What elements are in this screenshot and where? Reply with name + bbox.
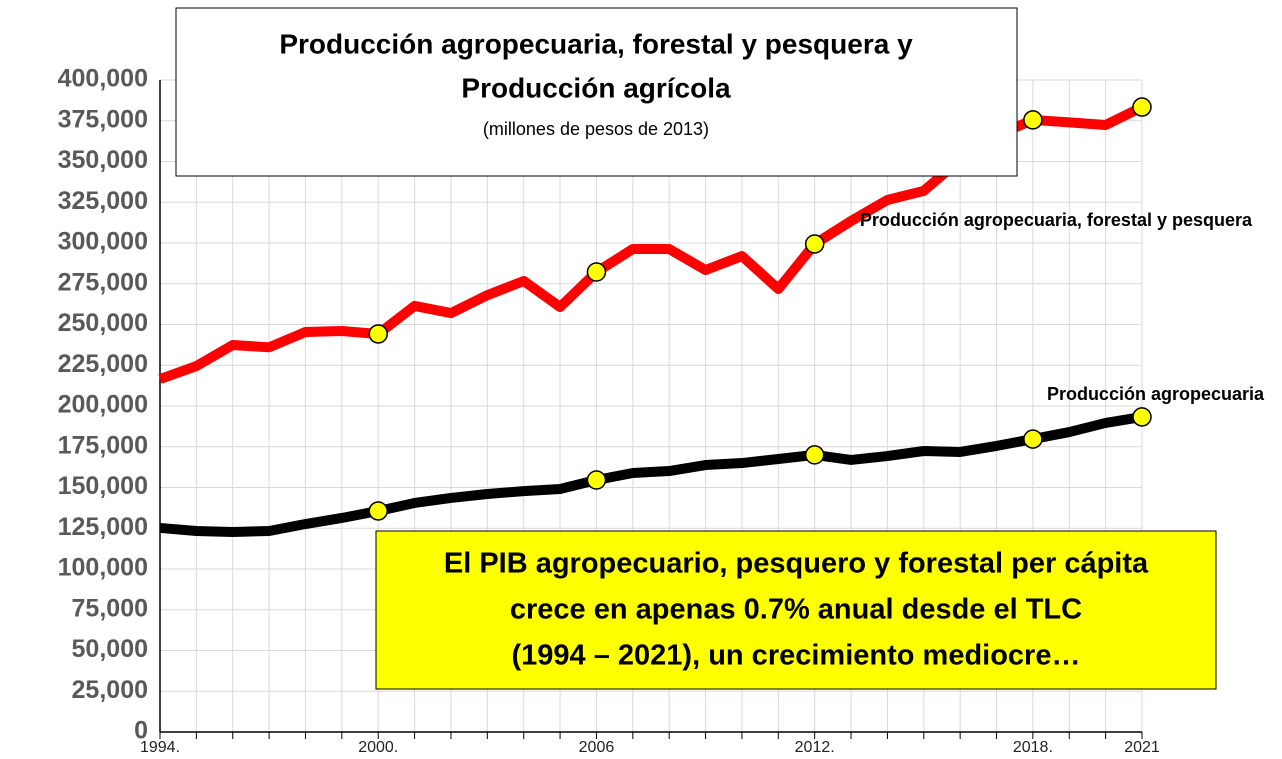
y-tick-label: 25,000 (72, 676, 148, 704)
y-tick-label: 175,000 (58, 431, 148, 459)
annotation-box: El PIB agropecuario, pesquero y forestal… (375, 530, 1217, 690)
title-frame (175, 7, 1018, 177)
y-tick-label: 150,000 (58, 472, 148, 500)
y-tick-label: 300,000 (58, 228, 148, 256)
title-box: Producción agropecuaria, forestal y pesq… (175, 7, 1018, 177)
series-label: Producción agropecuaria (1047, 384, 1265, 404)
point-marker (368, 324, 388, 344)
point-marker (1132, 407, 1152, 427)
y-tick-label: 200,000 (58, 391, 148, 419)
chart-subtitle: (millones de pesos de 2013) (483, 119, 709, 139)
y-tick-label: 275,000 (58, 268, 148, 296)
annotation: crece en apenas 0.7% anual desde el TLC (510, 594, 1082, 626)
point-marker (1023, 110, 1043, 130)
annotation-frame (375, 530, 1217, 690)
y-tick-label: 125,000 (58, 513, 148, 541)
y-tick-label: 75,000 (72, 594, 148, 622)
point-marker (1132, 97, 1152, 117)
point-marker (586, 262, 607, 282)
y-tick-label: 375,000 (58, 105, 148, 133)
y-tick-label: 350,000 (58, 146, 148, 174)
chart-title: Producción agrícola (461, 72, 731, 103)
x-tick-label: 2000. (358, 739, 398, 756)
point-marker (586, 470, 607, 490)
point-marker (368, 501, 388, 521)
x-tick-label: 2018. (1013, 739, 1053, 756)
x-tick-label: 2006 (579, 739, 615, 756)
series-label: Producción agropecuaria, forestal y pesq… (860, 210, 1253, 230)
point-marker (804, 445, 825, 465)
annotation: El PIB agropecuario, pesquero y forestal… (444, 548, 1149, 580)
x-tick-label: 2021 (1124, 739, 1160, 756)
y-tick-label: 250,000 (58, 309, 148, 337)
point-marker (1023, 429, 1043, 449)
y-tick-label: 225,000 (58, 350, 148, 378)
y-tick-label: 325,000 (58, 187, 148, 215)
y-tick-label: 400,000 (58, 65, 148, 93)
y-tick-label: 0 (134, 717, 148, 745)
y-tick-label: 100,000 (58, 554, 148, 582)
y-tick-label: 50,000 (72, 635, 148, 663)
chart-title: Producción agropecuaria, forestal y pesq… (279, 28, 913, 59)
annotation: (1994 – 2021), un crecimiento mediocre… (512, 640, 1081, 672)
x-tick-label: 1994. (140, 739, 180, 756)
x-tick-label: 2012. (795, 739, 835, 756)
point-marker (804, 234, 825, 254)
series-line (159, 411, 1143, 537)
